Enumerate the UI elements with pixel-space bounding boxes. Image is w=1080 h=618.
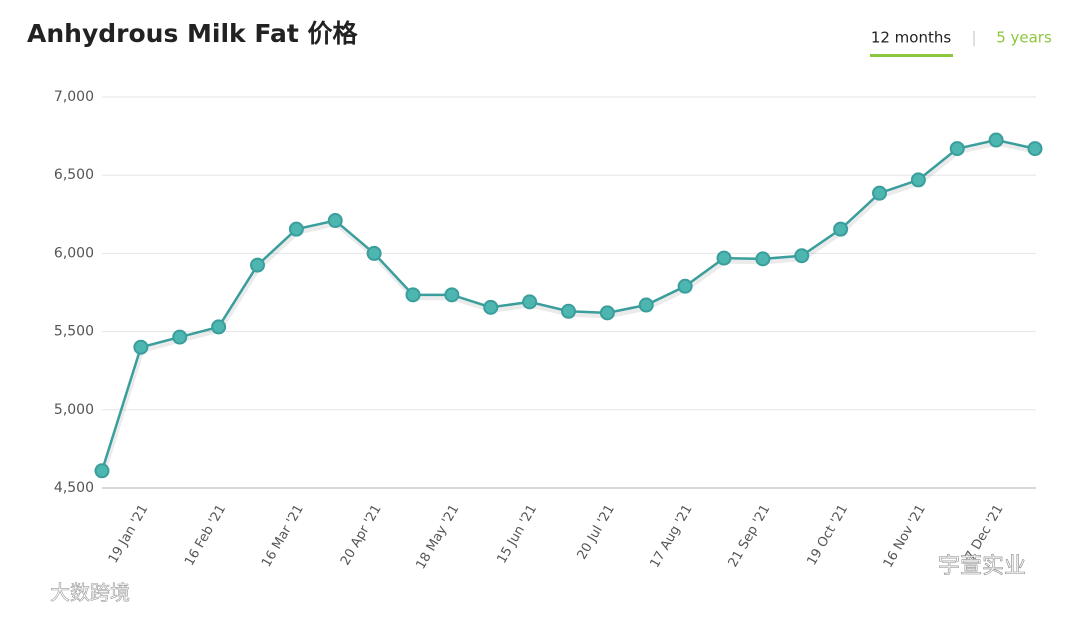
- tab[interactable]: 5 years: [996, 29, 1052, 47]
- plot: 4,500 5,000 5,500 6,000 6,500 7,000 19 Jan '21…: [54, 89, 1043, 572]
- point: [638, 297, 654, 313]
- point: [483, 299, 499, 315]
- x-tick-label: 17 Aug '21: [647, 502, 695, 570]
- x-tick-label: 19 Oct '21: [804, 502, 851, 568]
- point: [522, 294, 538, 310]
- point: [755, 251, 771, 267]
- x-tick-label: 16 Nov '21: [881, 502, 929, 570]
- point: [94, 463, 110, 479]
- y-tick-label: 4,500: [54, 480, 94, 496]
- point: [133, 339, 149, 355]
- point: [599, 305, 615, 321]
- point: [250, 257, 265, 273]
- x-tick-label: 16 Feb '21: [182, 502, 229, 568]
- point: [561, 303, 576, 319]
- point: [833, 221, 849, 237]
- point: [405, 287, 421, 303]
- point: [211, 319, 227, 335]
- tab[interactable]: 12 months: [871, 29, 952, 47]
- x-tick-label: 15 Jun '21: [495, 502, 541, 566]
- x-tick-label: 19 Jan '21: [106, 502, 151, 566]
- x-tick-label: 20 Jul '21: [575, 502, 618, 562]
- point: [172, 329, 188, 345]
- watermark: 大数跨境: [50, 581, 130, 605]
- point: [872, 185, 887, 201]
- tab-underline: [870, 54, 953, 57]
- tab-separator: |: [971, 29, 976, 47]
- point: [988, 132, 1004, 148]
- point: [794, 248, 810, 264]
- y-tick-label: 5,000: [54, 402, 94, 418]
- point: [444, 287, 460, 303]
- point: [910, 172, 926, 188]
- point: [677, 278, 693, 294]
- point: [716, 250, 732, 266]
- point: [1027, 141, 1043, 157]
- x-tick-label: 18 May '21: [413, 502, 462, 572]
- y-tick-label: 5,500: [54, 324, 94, 340]
- point: [366, 245, 382, 261]
- point: [949, 141, 965, 157]
- y-tick-label: 6,000: [54, 245, 94, 261]
- x-tick-label: 20 Apr '21: [338, 502, 385, 568]
- x-tick-label: 16 Mar '21: [259, 502, 307, 570]
- point: [327, 213, 343, 229]
- y-tick-label: 6,500: [54, 167, 94, 183]
- x-tick-label: 21 Sep '21: [726, 502, 774, 570]
- chart-title: Anhydrous Milk Fat 价格: [27, 19, 359, 48]
- y-tick-label: 7,000: [54, 89, 94, 105]
- watermark: 宇萱实业: [938, 554, 1026, 579]
- point: [288, 221, 304, 237]
